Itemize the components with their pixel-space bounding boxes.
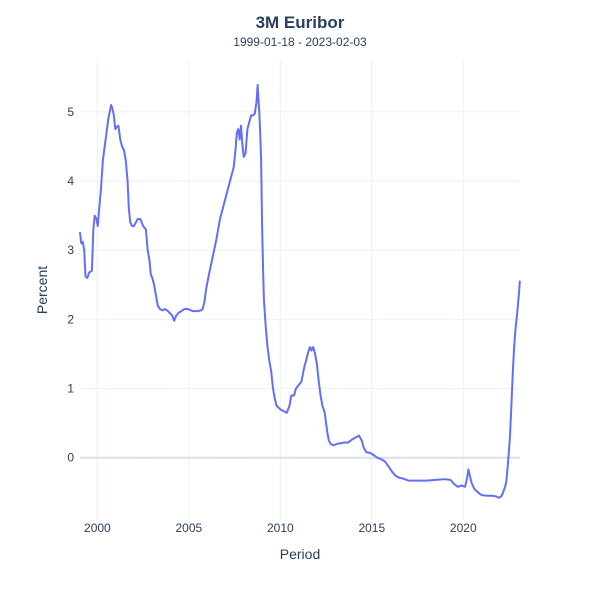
- chart-subtitle: 1999-01-18 - 2023-02-03: [233, 35, 367, 49]
- y-tick-label: 2: [67, 312, 74, 326]
- y-tick-label: 1: [67, 382, 74, 396]
- x-axis-title: Period: [280, 546, 320, 562]
- y-tick-label: 4: [67, 174, 74, 188]
- x-tick-label: 2010: [267, 521, 294, 535]
- x-tick-label: 2005: [176, 521, 203, 535]
- x-tick-label: 2015: [358, 521, 385, 535]
- y-axis-title: Percent: [34, 266, 50, 314]
- chart-title: 3M Euribor: [256, 13, 345, 32]
- x-tick-label: 2000: [84, 521, 111, 535]
- gridlines: [80, 60, 520, 520]
- y-tick-label: 3: [67, 243, 74, 257]
- series-line[interactable]: [79, 83, 521, 499]
- axis-ticks: 2000 2005 2010 2015 2020 0 1 2 3 4 5: [67, 105, 477, 535]
- y-tick-label: 0: [67, 451, 74, 465]
- y-tick-label: 5: [67, 105, 74, 119]
- series-group: [79, 83, 521, 499]
- x-tick-label: 2020: [450, 521, 477, 535]
